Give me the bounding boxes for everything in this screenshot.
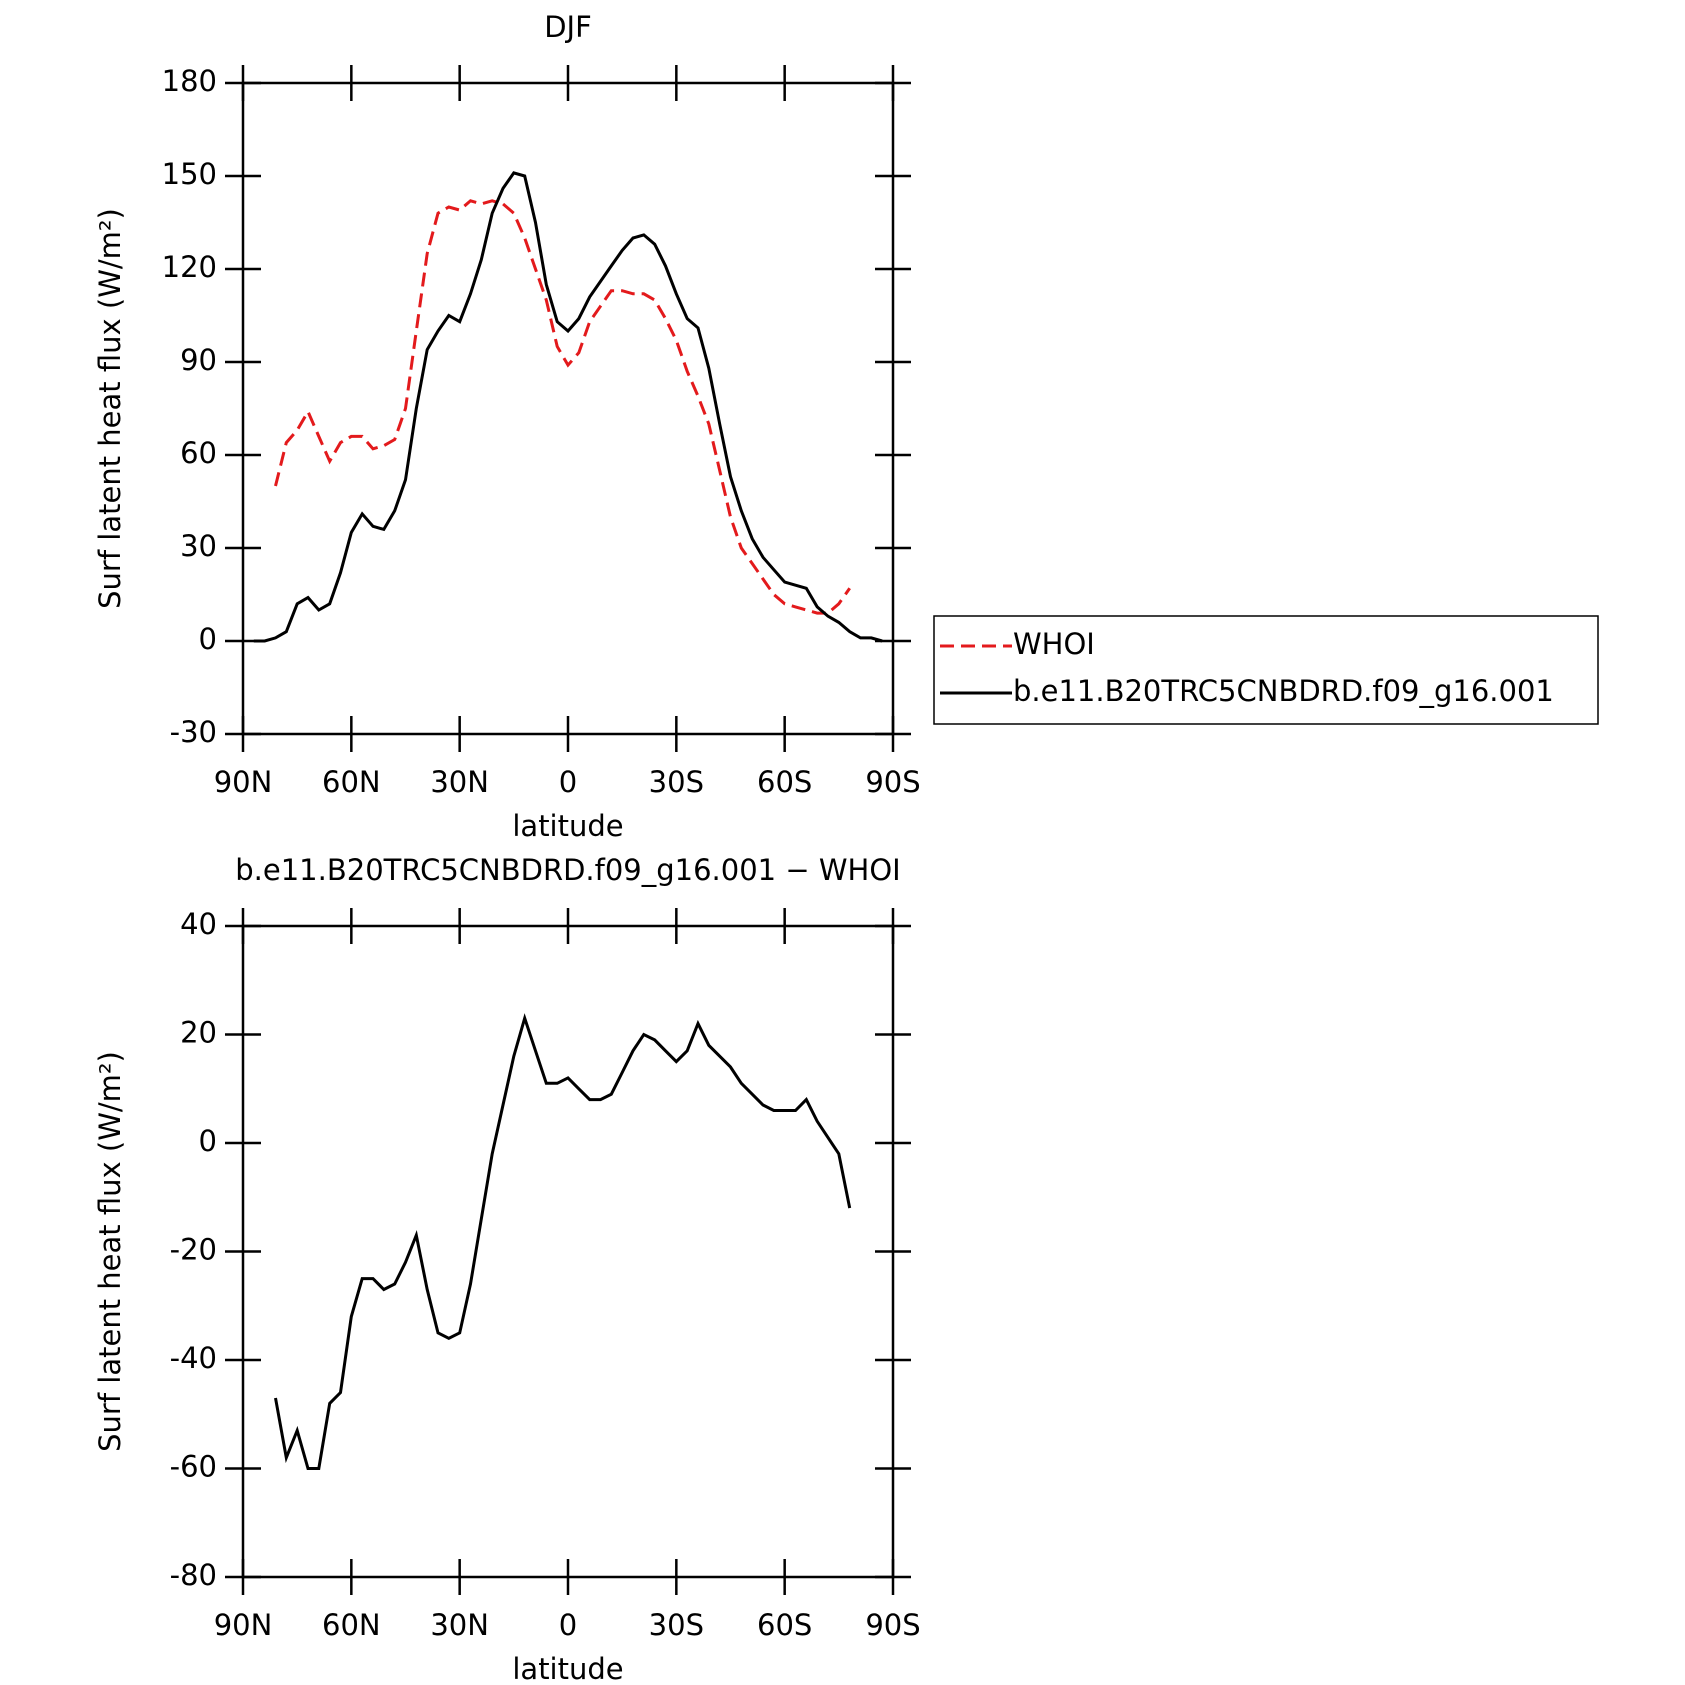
y-tick-label: -60 <box>170 1450 217 1484</box>
x-tick-label: 30S <box>649 765 704 799</box>
y-tick-label: 120 <box>162 250 217 284</box>
data-line <box>274 199 851 615</box>
y-tick-label: 40 <box>180 907 217 941</box>
plot-frame <box>241 81 895 736</box>
y-tick-label: 30 <box>180 529 217 563</box>
plot-frame <box>241 924 895 1579</box>
y-tick-label: -80 <box>170 1558 217 1592</box>
y-tick-label: 20 <box>180 1016 217 1050</box>
y-tick-label: -20 <box>170 1233 217 1267</box>
x-tick-label: 60N <box>322 1608 381 1642</box>
x-tick-label: 30N <box>430 765 489 799</box>
data-line <box>274 1013 852 1470</box>
legend-label: b.e11.B20TRC5CNBDRD.f09_g16.001 <box>1013 674 1554 708</box>
x-tick-label: 30N <box>430 1608 489 1642</box>
data-line <box>253 171 883 643</box>
y-tick-label: -40 <box>170 1341 217 1375</box>
x-tick-label: 0 <box>559 765 577 799</box>
x-tick-label: 60S <box>757 1608 812 1642</box>
chart-title: b.e11.B20TRC5CNBDRD.f09_g16.001 − WHOI <box>235 853 900 887</box>
y-tick-label: 180 <box>162 64 217 98</box>
y-tick-label: 0 <box>199 622 217 656</box>
y-tick-label: 150 <box>162 157 217 191</box>
x-axis-label: latitude <box>512 1652 623 1685</box>
x-tick-label: 90S <box>865 765 920 799</box>
y-axis-label: Surf latent heat flux (W/m²) <box>93 208 127 609</box>
x-tick-label: 90N <box>214 765 273 799</box>
y-tick-label: 60 <box>180 436 217 470</box>
x-tick-label: 0 <box>559 1608 577 1642</box>
x-tick-label: 60S <box>757 765 812 799</box>
y-axis-label: Surf latent heat flux (W/m²) <box>93 1051 127 1452</box>
legend-box <box>933 615 1599 725</box>
chart-title: DJF <box>544 10 592 44</box>
y-tick-label: -30 <box>170 715 217 749</box>
y-tick-label: 0 <box>199 1124 217 1158</box>
x-axis-label: latitude <box>512 809 623 843</box>
legend-label: WHOI <box>1013 627 1095 661</box>
y-tick-label: 90 <box>180 343 217 377</box>
x-tick-label: 90S <box>865 1608 920 1642</box>
x-tick-label: 30S <box>649 1608 704 1642</box>
x-tick-label: 60N <box>322 765 381 799</box>
x-tick-label: 90N <box>214 1608 273 1642</box>
